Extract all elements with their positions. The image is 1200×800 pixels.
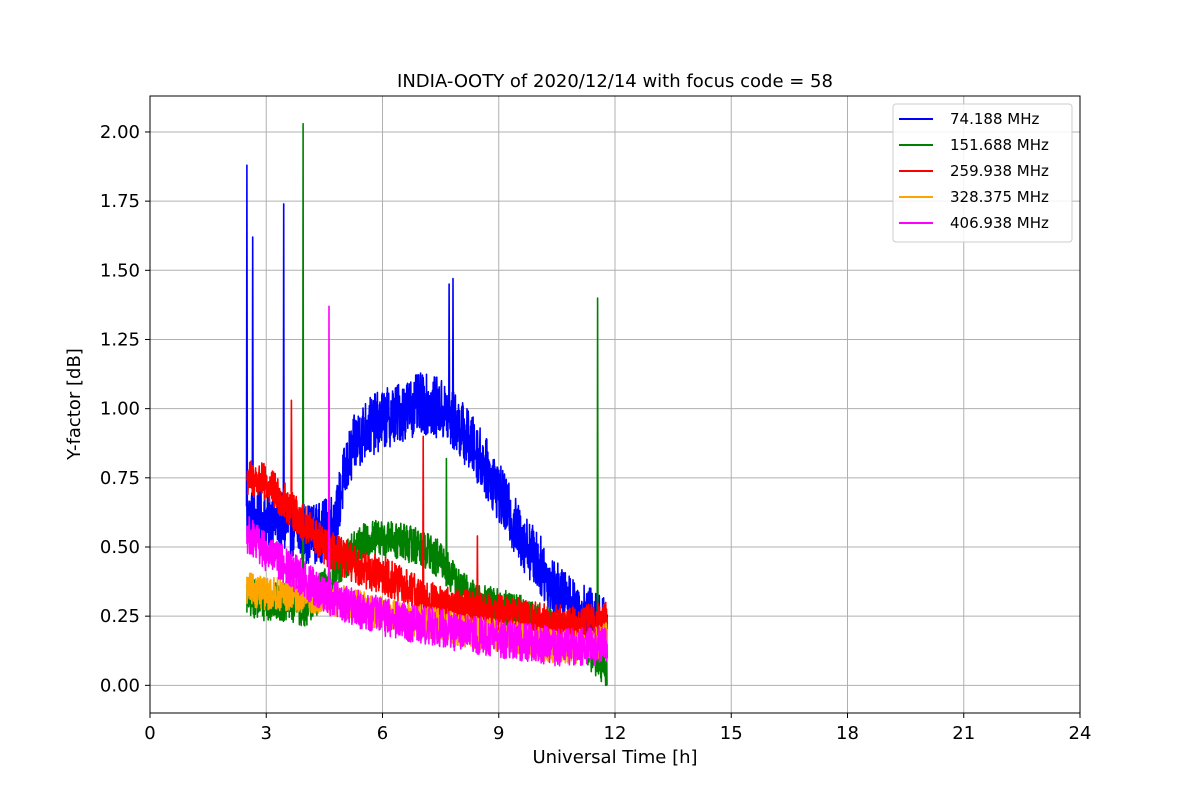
y-tick-label: 0.50	[100, 537, 140, 558]
x-tick-label: 6	[377, 723, 388, 744]
x-tick-label: 9	[493, 723, 504, 744]
x-tick-label: 3	[261, 723, 272, 744]
x-tick-label: 18	[836, 723, 859, 744]
chart-title: INDIA-OOTY of 2020/12/14 with focus code…	[397, 71, 833, 92]
y-axis-label: Y-factor [dB]	[64, 348, 85, 461]
y-tick-label: 2.00	[100, 122, 140, 143]
x-axis-label: Universal Time [h]	[532, 747, 697, 768]
legend: 74.188 MHz 151.688 MHz 259.938 MHz 328.375 …	[892, 103, 1073, 243]
legend-label: 328.375 MHz	[950, 188, 1049, 206]
y-tick-label: 1.50	[100, 260, 140, 281]
y-tick-label: 1.75	[100, 191, 140, 212]
x-tick-label: 15	[720, 723, 743, 744]
legend-label: 151.688 MHz	[950, 136, 1049, 154]
legend-box	[892, 103, 1073, 243]
series-line	[246, 399, 609, 644]
series-layer	[245, 122, 609, 687]
y-tick-label: 0.00	[100, 675, 140, 696]
y-tick-label: 1.25	[100, 329, 140, 350]
legend-label: 74.188 MHz	[950, 110, 1039, 128]
y-tick-label: 1.00	[100, 399, 140, 420]
x-tick-label: 21	[952, 723, 975, 744]
x-tick-label: 12	[604, 723, 627, 744]
legend-label: 259.938 MHz	[950, 162, 1049, 180]
ticks: 0 3 6 9 12 15 18 21 24 0.00 0.25 0.50 0.75 1.00 1.25 1.…	[100, 122, 1092, 744]
legend-label: 406.938 MHz	[950, 214, 1049, 232]
y-tick-label: 0.25	[100, 606, 140, 627]
y-tick-label: 0.75	[100, 468, 140, 489]
series-line	[246, 305, 609, 667]
x-tick-label: 24	[1069, 723, 1092, 744]
x-tick-label: 0	[144, 723, 155, 744]
